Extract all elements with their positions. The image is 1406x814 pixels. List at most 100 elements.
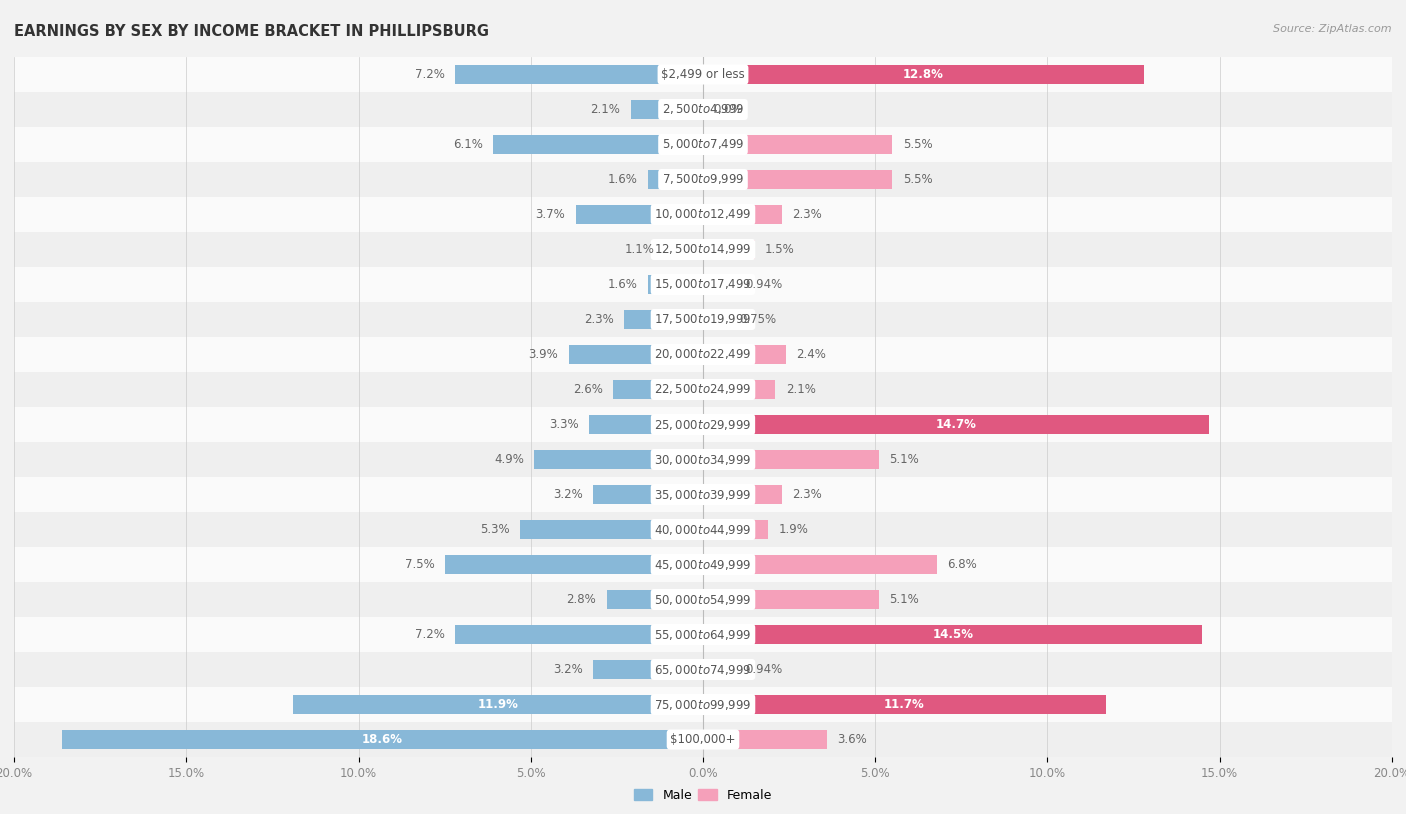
- Text: 12.8%: 12.8%: [903, 68, 943, 81]
- Bar: [589, 415, 703, 434]
- Text: $7,500 to $9,999: $7,500 to $9,999: [662, 173, 744, 186]
- Text: 3.7%: 3.7%: [536, 208, 565, 221]
- Text: 5.1%: 5.1%: [889, 593, 918, 606]
- Text: 0.94%: 0.94%: [745, 663, 783, 676]
- Text: $65,000 to $74,999: $65,000 to $74,999: [654, 663, 752, 676]
- Text: 2.1%: 2.1%: [786, 383, 815, 396]
- Text: $2,499 or less: $2,499 or less: [661, 68, 745, 81]
- Bar: [494, 135, 703, 154]
- Text: 2.6%: 2.6%: [574, 383, 603, 396]
- Text: 2.3%: 2.3%: [793, 488, 823, 501]
- Text: $25,000 to $29,999: $25,000 to $29,999: [654, 418, 752, 431]
- Bar: [606, 590, 703, 609]
- Bar: [703, 695, 1107, 714]
- Bar: [14, 302, 1392, 337]
- Text: 18.6%: 18.6%: [363, 733, 404, 746]
- Bar: [14, 547, 1392, 582]
- Text: Source: ZipAtlas.com: Source: ZipAtlas.com: [1274, 24, 1392, 34]
- Bar: [14, 582, 1392, 617]
- Bar: [703, 730, 827, 749]
- Bar: [14, 477, 1392, 512]
- Bar: [14, 232, 1392, 267]
- Bar: [14, 617, 1392, 652]
- Text: 5.5%: 5.5%: [903, 173, 932, 186]
- Bar: [703, 660, 735, 679]
- Text: 4.9%: 4.9%: [494, 453, 524, 466]
- Bar: [703, 485, 782, 504]
- Text: 14.7%: 14.7%: [936, 418, 977, 431]
- Bar: [575, 205, 703, 224]
- Text: 1.6%: 1.6%: [607, 173, 637, 186]
- Bar: [14, 162, 1392, 197]
- Text: $30,000 to $34,999: $30,000 to $34,999: [654, 453, 752, 466]
- Bar: [703, 205, 782, 224]
- Text: 2.3%: 2.3%: [793, 208, 823, 221]
- Bar: [456, 65, 703, 84]
- Text: $5,000 to $7,499: $5,000 to $7,499: [662, 138, 744, 151]
- Text: 3.3%: 3.3%: [550, 418, 579, 431]
- Legend: Male, Female: Male, Female: [628, 784, 778, 807]
- Bar: [14, 337, 1392, 372]
- Bar: [14, 197, 1392, 232]
- Text: $50,000 to $54,999: $50,000 to $54,999: [654, 593, 752, 606]
- Bar: [648, 170, 703, 189]
- Text: $35,000 to $39,999: $35,000 to $39,999: [654, 488, 752, 501]
- Text: $55,000 to $64,999: $55,000 to $64,999: [654, 628, 752, 641]
- Text: 3.2%: 3.2%: [553, 488, 582, 501]
- Text: $100,000+: $100,000+: [671, 733, 735, 746]
- Text: 3.6%: 3.6%: [838, 733, 868, 746]
- Bar: [14, 512, 1392, 547]
- Bar: [703, 625, 1202, 644]
- Bar: [14, 372, 1392, 407]
- Bar: [703, 65, 1144, 84]
- Text: 7.2%: 7.2%: [415, 628, 444, 641]
- Bar: [14, 442, 1392, 477]
- Text: 6.8%: 6.8%: [948, 558, 977, 571]
- Bar: [534, 450, 703, 469]
- Bar: [631, 100, 703, 119]
- Bar: [703, 520, 769, 539]
- Bar: [703, 380, 775, 399]
- Text: 1.9%: 1.9%: [779, 523, 808, 536]
- Text: 1.6%: 1.6%: [607, 278, 637, 291]
- Text: EARNINGS BY SEX BY INCOME BRACKET IN PHILLIPSBURG: EARNINGS BY SEX BY INCOME BRACKET IN PHI…: [14, 24, 489, 39]
- Bar: [703, 310, 728, 329]
- Text: 6.1%: 6.1%: [453, 138, 482, 151]
- Text: $17,500 to $19,999: $17,500 to $19,999: [654, 313, 752, 326]
- Text: 3.2%: 3.2%: [553, 663, 582, 676]
- Bar: [703, 275, 735, 294]
- Text: 2.8%: 2.8%: [567, 593, 596, 606]
- Bar: [613, 380, 703, 399]
- Text: 0.94%: 0.94%: [745, 278, 783, 291]
- Text: $20,000 to $22,499: $20,000 to $22,499: [654, 348, 752, 361]
- Text: 5.1%: 5.1%: [889, 453, 918, 466]
- Bar: [292, 695, 703, 714]
- Bar: [14, 127, 1392, 162]
- Bar: [648, 275, 703, 294]
- Text: 0.0%: 0.0%: [713, 103, 742, 116]
- Text: 0.75%: 0.75%: [740, 313, 776, 326]
- Bar: [14, 407, 1392, 442]
- Bar: [568, 345, 703, 364]
- Bar: [703, 345, 786, 364]
- Text: 7.5%: 7.5%: [405, 558, 434, 571]
- Bar: [14, 92, 1392, 127]
- Text: 2.1%: 2.1%: [591, 103, 620, 116]
- Text: 11.7%: 11.7%: [884, 698, 925, 711]
- Bar: [14, 652, 1392, 687]
- Text: $12,500 to $14,999: $12,500 to $14,999: [654, 243, 752, 256]
- Bar: [14, 267, 1392, 302]
- Text: $10,000 to $12,499: $10,000 to $12,499: [654, 208, 752, 221]
- Bar: [703, 450, 879, 469]
- Text: $15,000 to $17,499: $15,000 to $17,499: [654, 278, 752, 291]
- Bar: [703, 415, 1209, 434]
- Text: $45,000 to $49,999: $45,000 to $49,999: [654, 558, 752, 571]
- Text: 3.9%: 3.9%: [529, 348, 558, 361]
- Text: 1.1%: 1.1%: [624, 243, 655, 256]
- Bar: [703, 590, 879, 609]
- Bar: [703, 240, 755, 259]
- Text: $22,500 to $24,999: $22,500 to $24,999: [654, 383, 752, 396]
- Bar: [593, 485, 703, 504]
- Text: $40,000 to $44,999: $40,000 to $44,999: [654, 523, 752, 536]
- Bar: [456, 625, 703, 644]
